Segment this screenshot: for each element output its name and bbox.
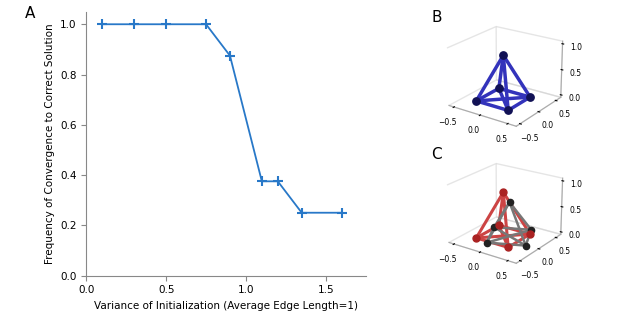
Y-axis label: Frequency of Convergence to Correct Solution: Frequency of Convergence to Correct Solu… xyxy=(45,23,54,264)
Text: A: A xyxy=(25,6,35,21)
Text: C: C xyxy=(431,147,442,162)
X-axis label: Variance of Initialization (Average Edge Length=1): Variance of Initialization (Average Edge… xyxy=(94,301,358,311)
Text: B: B xyxy=(431,10,442,25)
